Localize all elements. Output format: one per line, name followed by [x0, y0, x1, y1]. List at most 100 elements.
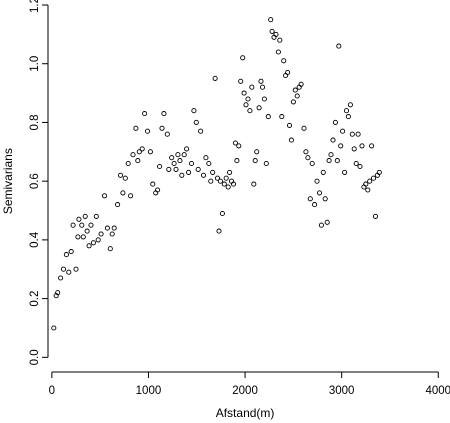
data-point — [104, 225, 110, 231]
data-point — [66, 269, 72, 275]
data-point — [249, 84, 255, 90]
data-point — [314, 178, 320, 184]
data-point — [107, 246, 113, 252]
data-point — [191, 108, 197, 114]
data-point — [223, 175, 229, 181]
data-point — [128, 193, 134, 199]
data-point — [101, 193, 108, 199]
data-point — [351, 146, 357, 152]
data-point — [256, 105, 262, 111]
data-point — [221, 181, 227, 187]
x-axis-title: Afstand(m) — [216, 406, 275, 420]
data-point — [236, 143, 242, 149]
data-point — [73, 266, 79, 272]
data-point — [181, 152, 187, 158]
data-point — [133, 125, 139, 131]
data-point — [175, 152, 181, 158]
data-point — [169, 155, 175, 161]
data-point — [268, 17, 274, 23]
data-point — [357, 163, 363, 170]
data-point — [95, 237, 101, 243]
data-point — [111, 225, 117, 231]
data-point — [279, 114, 285, 120]
x-tick-label: 4000 — [425, 385, 450, 397]
data-point — [155, 187, 161, 193]
data-point — [117, 172, 124, 178]
data-point — [82, 213, 88, 219]
data-point — [147, 149, 153, 155]
data-point — [269, 28, 275, 34]
data-point — [245, 96, 251, 102]
data-point — [206, 160, 212, 167]
data-point — [307, 196, 313, 202]
data-point — [273, 31, 279, 37]
data-point — [80, 234, 86, 240]
data-point — [355, 131, 361, 137]
y-axis: 0.0 0.2 0.4 0.6 0.8 1.0 1.2 — [29, 0, 49, 365]
data-point — [217, 178, 223, 184]
data-point — [285, 69, 291, 76]
data-point — [212, 75, 218, 81]
data-point — [193, 119, 199, 125]
data-point — [70, 222, 76, 228]
y-tick-label: 0.0 — [29, 349, 41, 365]
data-point — [288, 137, 294, 143]
data-point — [51, 325, 57, 331]
data-point — [122, 175, 128, 181]
data-point — [227, 169, 233, 175]
data-point — [195, 166, 201, 172]
data-point — [84, 228, 90, 234]
data-point — [216, 228, 222, 234]
data-point — [243, 102, 249, 108]
data-point — [369, 143, 375, 149]
data-point — [109, 231, 115, 237]
data-point — [277, 37, 283, 43]
y-tick-label: 1.2 — [29, 0, 41, 13]
data-point — [179, 172, 185, 178]
data-point — [324, 219, 330, 225]
data-point — [177, 158, 183, 164]
data-point — [347, 102, 353, 108]
data-point — [115, 202, 121, 208]
data-point — [376, 169, 382, 175]
data-point — [86, 243, 92, 249]
data-point — [142, 111, 148, 117]
data-point — [208, 178, 214, 184]
x-tick-label: 3000 — [329, 385, 355, 397]
data-point — [340, 128, 346, 134]
y-tick-label: 0.6 — [29, 173, 41, 189]
data-point — [238, 78, 244, 84]
data-point — [188, 160, 195, 167]
y-tick-label: 0.4 — [29, 231, 41, 248]
data-point — [144, 128, 151, 134]
data-point — [173, 166, 179, 172]
data-point — [301, 125, 307, 131]
data-point — [58, 275, 64, 281]
data-point — [98, 231, 104, 237]
data-points — [51, 17, 382, 331]
data-point — [365, 187, 371, 193]
data-point — [330, 137, 336, 143]
data-point — [309, 160, 315, 167]
x-tick-label: 1000 — [136, 385, 162, 397]
x-tick-label: 0 — [49, 385, 55, 397]
data-point — [63, 252, 69, 258]
data-point — [298, 81, 304, 87]
data-point — [252, 158, 258, 164]
y-axis-title: Semivarians — [1, 148, 15, 214]
y-tick-label: 0.2 — [29, 291, 41, 307]
data-point — [186, 169, 192, 175]
data-point — [139, 146, 145, 152]
data-point — [203, 155, 209, 161]
data-point — [359, 143, 365, 149]
data-point — [79, 222, 85, 228]
data-point — [198, 128, 204, 134]
data-point — [55, 290, 61, 296]
data-point — [343, 108, 350, 114]
x-tick-label: 2000 — [232, 385, 258, 397]
data-point — [281, 58, 287, 64]
data-point — [292, 87, 298, 93]
data-point — [68, 249, 74, 255]
data-point — [372, 213, 379, 219]
data-point — [232, 140, 238, 146]
